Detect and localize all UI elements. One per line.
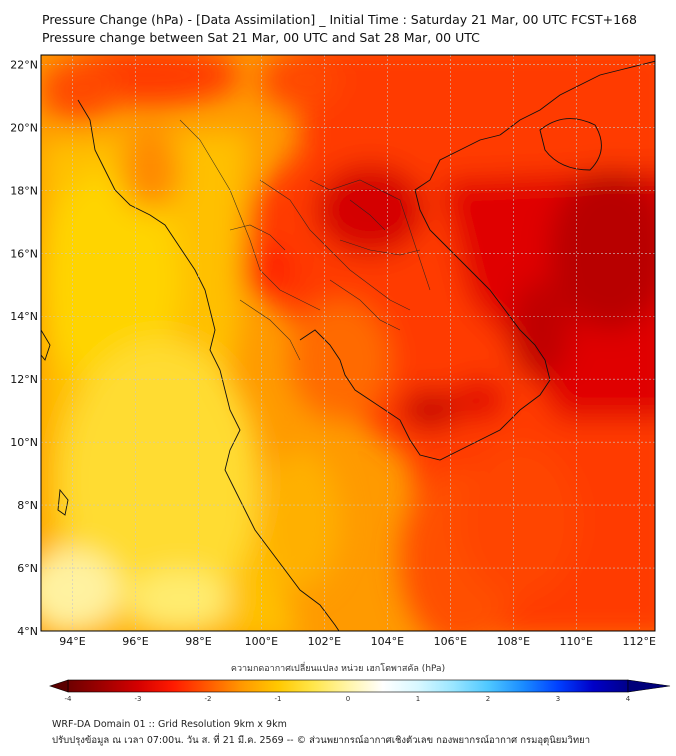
colorbar-tick-label: 2 bbox=[486, 695, 490, 703]
latitude-label: 18°N bbox=[10, 184, 38, 197]
colorbar-tick-label: -2 bbox=[205, 695, 212, 703]
map-subtitle: Pressure change between Sat 21 Mar, 00 U… bbox=[42, 30, 480, 45]
colorbar-tick-label: -4 bbox=[65, 695, 73, 703]
pressure-field bbox=[41, 55, 655, 631]
latitude-label: 20°N bbox=[10, 121, 38, 134]
colorbar-label: ความกดอากาศเปลี่ยนแปลง หน่วย เฮกโตพาสคัล… bbox=[230, 664, 446, 674]
longitude-label: 98°E bbox=[185, 635, 211, 648]
latitude-label: 6°N bbox=[17, 562, 38, 575]
longitude-label: 110°E bbox=[560, 635, 593, 648]
footer-line-2: ปรับปรุงข้อมูล ณ เวลา 07:00น. วัน ส. ที่… bbox=[52, 735, 591, 746]
latitude-label: 16°N bbox=[10, 247, 38, 260]
longitude-label: 108°E bbox=[497, 635, 530, 648]
longitude-label: 106°E bbox=[434, 635, 467, 648]
longitude-label: 102°E bbox=[308, 635, 341, 648]
coastlines bbox=[41, 60, 655, 631]
longitude-labels: 94°E 96°E 98°E 100°E 102°E 104°E 106°E 108°E 110… bbox=[59, 635, 656, 648]
colorbar-tick-label: 1 bbox=[416, 695, 420, 703]
longitude-label: 94°E bbox=[59, 635, 85, 648]
longitude-label: 112°E bbox=[623, 635, 656, 648]
colorbar-low-extend bbox=[49, 679, 69, 693]
colorbar: -4 -3 -2 -1 0 1 2 3 4 bbox=[49, 679, 671, 703]
map-frame bbox=[40, 54, 656, 632]
colorbar-tick-label: 4 bbox=[626, 695, 631, 703]
latitude-label: 8°N bbox=[17, 499, 38, 512]
colorbar-tick-label: 3 bbox=[556, 695, 560, 703]
latitude-label: 22°N bbox=[10, 58, 38, 71]
province-borders bbox=[179, 119, 431, 361]
colorbar-tick-label: -1 bbox=[275, 695, 282, 703]
latitude-labels: 22°N 20°N 18°N 16°N 14°N 12°N 10°N 8°N 6°N 4°N bbox=[10, 58, 38, 638]
colorbar-high-extend bbox=[627, 679, 671, 693]
longitude-label: 96°E bbox=[122, 635, 148, 648]
colorbar-tick-label: -3 bbox=[135, 695, 142, 703]
longitude-label: 104°E bbox=[371, 635, 404, 648]
colorbar-tick-label: 0 bbox=[346, 695, 350, 703]
map-title: Pressure Change (hPa) - [Data Assimilati… bbox=[42, 12, 637, 27]
footer-line-1: WRF-DA Domain 01 :: Grid Resolution 9km … bbox=[52, 719, 287, 730]
latitude-label: 12°N bbox=[10, 373, 38, 386]
latitude-label: 10°N bbox=[10, 436, 38, 449]
longitude-label: 100°E bbox=[245, 635, 278, 648]
gridlines bbox=[41, 55, 655, 632]
latitude-label: 4°N bbox=[17, 625, 38, 638]
latitude-label: 14°N bbox=[10, 310, 38, 323]
